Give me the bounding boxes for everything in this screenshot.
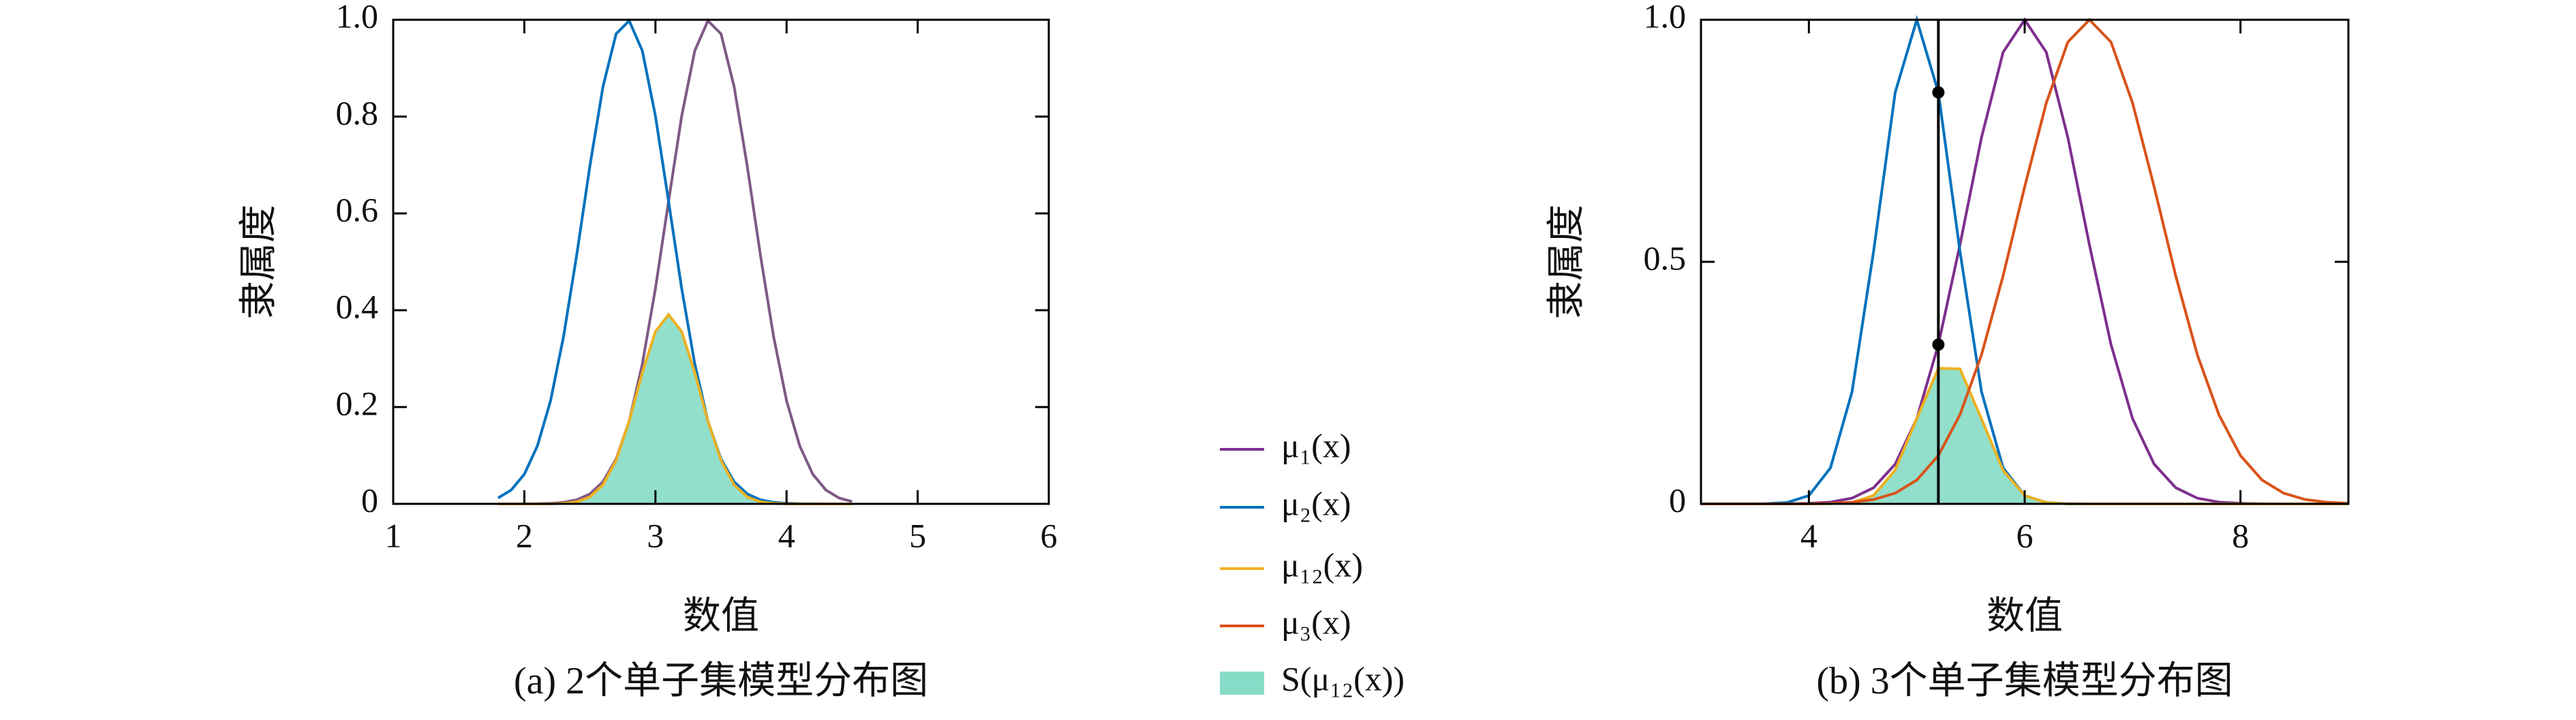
area — [1701, 368, 2348, 504]
legend: μ₁(x) μ₂(x) μ₁₂(x) μ₃(x) S(μ₁₂(x)) — [1220, 426, 1405, 698]
x-tick-label: 1 — [385, 516, 402, 554]
x-axis-label: 数值 — [1987, 595, 2063, 638]
legend-label: S(μ₁₂(x)) — [1281, 659, 1405, 698]
line — [1701, 14, 2348, 505]
subplot-caption: (b) 3个单子集模型分布图 — [1816, 660, 2233, 702]
axes-box — [392, 18, 1050, 505]
x-tick-label: 8 — [2232, 516, 2249, 554]
x-tick-label: 2 — [516, 516, 533, 554]
x-tick-label: 5 — [909, 516, 926, 554]
chart: 0 0.2 0.4 0.6 0.8 1.0 1 2 3 4 5 6 数值 隶属度 (a) 2个单子集模型分布… — [238, 0, 1058, 702]
y-tick-label: 0 — [1669, 481, 1686, 519]
x-tick-label: 3 — [647, 516, 664, 554]
y-tick-label: 0 — [361, 481, 378, 519]
line — [1701, 17, 2348, 505]
line — [1701, 367, 2348, 505]
x-tick-label: 4 — [1800, 516, 1818, 554]
y-tick-label: 0.4 — [336, 287, 379, 325]
y-tick-label: 0.2 — [336, 384, 379, 422]
legend-label: μ₁(x) — [1281, 426, 1351, 464]
legend-label: μ₃(x) — [1281, 603, 1351, 641]
y-axis-label: 隶属度 — [238, 205, 280, 319]
y-tick-label: 1.0 — [336, 0, 379, 35]
y-tick-label: 0.8 — [336, 93, 379, 132]
marker-dot — [1932, 338, 1945, 351]
marker-dot — [1932, 86, 1945, 99]
x-axis-label: 数值 — [683, 595, 759, 638]
area — [497, 314, 853, 504]
y-tick-label: 0.5 — [1644, 239, 1687, 277]
line — [1701, 18, 2349, 505]
y-tick-label: 1.0 — [1644, 0, 1687, 35]
x-tick-label: 4 — [778, 516, 795, 554]
legend-swatch — [1220, 672, 1264, 695]
y-axis-label: 隶属度 — [1546, 205, 1588, 319]
axes-box — [1700, 18, 2350, 505]
legend-label: μ₂(x) — [1281, 484, 1351, 522]
y-tick-label: 0.6 — [336, 190, 379, 228]
chart: 0 0.5 1.0 4 6 8 数值 隶属度 (b) 3个单子集模型分布图 — [1546, 0, 2350, 702]
legend-label: μ₁₂(x) — [1281, 545, 1363, 584]
x-tick-label: 6 — [1041, 516, 1058, 554]
x-tick-label: 6 — [2017, 516, 2034, 554]
subplot-caption: (a) 2个单子集模型分布图 — [514, 660, 928, 702]
